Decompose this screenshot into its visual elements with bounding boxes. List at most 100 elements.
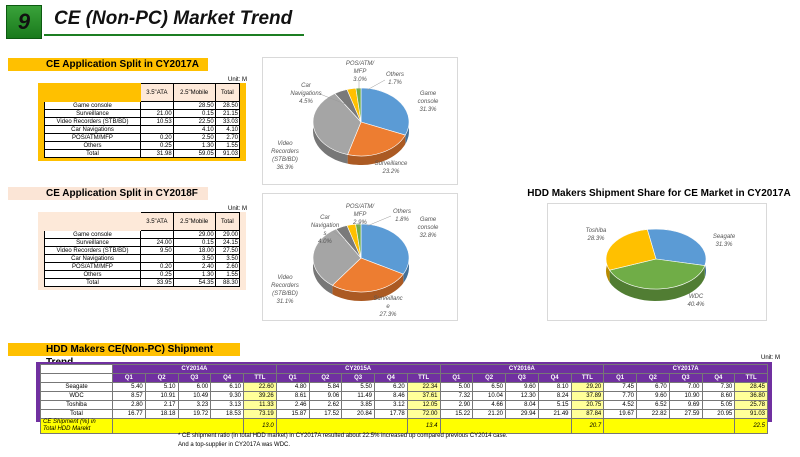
quarter-header: Q3	[505, 373, 539, 383]
cell-value: 4.10	[214, 125, 241, 134]
pie-label: Car Navigations 4.5%	[290, 83, 321, 105]
pie-slice-side	[332, 274, 404, 301]
pie-chart-2017: Game console 31.3% Surveillance 23.2% Video Re…	[271, 61, 439, 175]
cell-value: 21.15	[214, 109, 241, 118]
pie-chart-hdd-share-frame: Seagate 31.3% WDC 40.4% Toshiba 28.3%	[547, 203, 767, 321]
pie-label: Others 1.7%	[386, 72, 404, 86]
cell-value: 6.50	[472, 382, 506, 392]
quarter-header: Q1	[603, 373, 637, 383]
row-label: Car Navigations	[44, 254, 141, 263]
cell-value: 21.00	[140, 109, 174, 118]
pie-label: POS/ATM/MFP 2.9%	[346, 204, 376, 226]
pie-label: Surveillanc e 27.3%	[373, 296, 402, 318]
year-header-row: CY2014A CY2015A CY2016A CY2017A	[40, 364, 768, 374]
cell-value: 8.57	[112, 391, 146, 401]
table-row: Game console 28.50 28.50	[44, 101, 241, 110]
pie-label: Game console 32.8%	[418, 217, 439, 239]
pie-chart-2018: Game console 32.8% Surveillanc e 27.3% Video Re…	[271, 204, 439, 318]
cell-value: 4.10	[172, 125, 216, 134]
table-row: Others 0.25 1.30 1.55	[44, 270, 241, 279]
quarter-header: Q4	[374, 373, 408, 383]
quarter-header: Q4	[701, 373, 736, 383]
cell-value: 20.84	[341, 409, 375, 419]
row-label: Others	[44, 270, 141, 279]
cell-value: 21.20	[472, 409, 506, 419]
pie-slice-seagate	[646, 228, 707, 266]
cell-value: 11.49	[341, 391, 375, 401]
cell-value: 27.59	[668, 409, 703, 419]
quarter-header: Q2	[144, 373, 179, 383]
table-corner	[40, 373, 113, 383]
cell-value: 4.52	[603, 400, 637, 410]
cell-value: 8.60	[701, 391, 736, 401]
table-row: Game console 29.00 29.00	[44, 230, 241, 239]
cell-value: 12.05	[406, 400, 441, 410]
unit-label-trend: Unit: M	[761, 355, 781, 361]
cell-value: 2.90	[439, 400, 474, 410]
ratio-spacer	[603, 418, 736, 434]
cell-value: 9.69	[668, 400, 703, 410]
cell-value: 10.90	[668, 391, 703, 401]
cell-value: 3.50	[214, 254, 241, 263]
row-label: Video Recorders (STB/BD)	[44, 246, 141, 255]
section-title-hdd-share: HDD Makers Shipment Share for CE Market …	[524, 187, 794, 200]
cell-value: 2.80	[112, 400, 146, 410]
quarter-header: TTL	[734, 373, 768, 383]
ce-2017-table: 3.5"ATA 2.5"Mobile Total Game console 28.…	[44, 83, 241, 158]
pie-label: Others 1.8%	[393, 209, 411, 223]
pie-slice-wdc	[609, 258, 706, 290]
ce-2018-table-body: Game console 29.00 29.00 Surveillance 24.00 0…	[44, 230, 241, 287]
quarter-header: Q3	[668, 373, 703, 383]
ratio-row: CE Shipment (%) in Total HDD Marekt 13.0 1…	[40, 418, 768, 434]
cell-value: 59.05	[172, 149, 216, 158]
cell-value: 6.20	[374, 382, 408, 392]
pie-slice-side	[609, 265, 705, 301]
pie-leader-line	[319, 93, 346, 105]
cell-value: 0.25	[140, 141, 174, 150]
cell-value: 5.00	[439, 382, 474, 392]
page-number-badge: 9	[6, 5, 42, 39]
quarter-header: Q2	[308, 373, 343, 383]
cell-value: 4.80	[275, 382, 310, 392]
cell-value: 9.60	[636, 391, 670, 401]
ratio-value: 20.7	[570, 418, 605, 434]
cell-value: 6.10	[210, 382, 244, 392]
pie-chart-hdd-share: Seagate 31.3% WDC 40.4% Toshiba 28.3%	[586, 228, 736, 308]
cell-value: 19.67	[603, 409, 637, 419]
unit-label-2017: Unit: M	[228, 77, 248, 83]
pie-label: Surveillance 23.2%	[375, 161, 408, 175]
cell-value	[140, 230, 174, 239]
quarter-header: Q2	[636, 373, 670, 383]
col-header: 2.5"Mobile	[172, 83, 216, 102]
cell-value: 72.00	[406, 409, 441, 419]
cell-value: 5.50	[341, 382, 375, 392]
section-title-ce-2018: CE Application Split in CY2018F	[8, 187, 208, 200]
cell-value	[140, 125, 174, 134]
unit-label-2018: Unit: M	[228, 206, 248, 212]
ratio-spacer	[439, 418, 572, 434]
pie-slice-surveillance	[331, 257, 404, 293]
cell-value: 25.78	[734, 400, 768, 410]
cell-value: 31.98	[140, 149, 174, 158]
quarter-header: Q4	[210, 373, 244, 383]
quarter-header: Q1	[439, 373, 474, 383]
cell-value: 8.61	[275, 391, 310, 401]
cell-value: 11.33	[243, 400, 277, 410]
cell-value: 29.20	[570, 382, 605, 392]
ratio-value: 13.0	[243, 418, 277, 434]
section-title-ce-2017: CE Application Split in CY2017A	[8, 58, 208, 71]
cell-value: 22.50	[172, 117, 216, 126]
shipment-table-head: CY2014A CY2015A CY2016A CY2017A Q1 Q2 Q3 Q4 TTL Q…	[40, 364, 768, 383]
cell-value: 18.53	[210, 409, 244, 419]
table-row: Surveillance 24.00 0.15 24.15	[44, 238, 241, 247]
ce-2018-table: 3.5"ATA 2.5"Mobile Total Game console 29.…	[44, 212, 241, 287]
cell-value: 10.49	[177, 391, 212, 401]
cell-value: 8.24	[537, 391, 572, 401]
cell-value: 6.00	[177, 382, 212, 392]
total-row: Total 31.98 59.05 91.03	[44, 149, 241, 158]
cell-value: 24.15	[214, 238, 241, 247]
cell-value: 3.50	[172, 254, 216, 263]
row-label: Game console	[44, 230, 141, 239]
ratio-spacer	[275, 418, 408, 434]
cell-value: 7.45	[603, 382, 637, 392]
